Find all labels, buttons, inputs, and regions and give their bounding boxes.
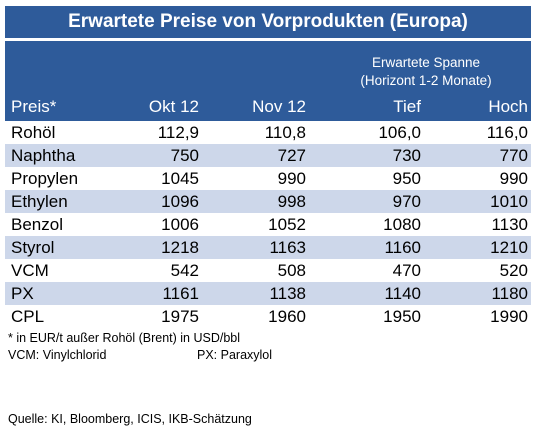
cell-tief: 470 bbox=[392, 261, 421, 280]
cell-okt: 1218 bbox=[161, 238, 199, 257]
cell-okt: 112,9 bbox=[157, 123, 199, 142]
cell-nov: 998 bbox=[277, 192, 306, 211]
row-label: CPL bbox=[11, 307, 45, 326]
table-row: VCM 542 508 470 520 bbox=[5, 259, 531, 282]
cell-hoch: 116,0 bbox=[486, 123, 528, 142]
table-row: Benzol 1006 1052 1080 1130 bbox=[5, 213, 531, 236]
table-row: Ethylen 1096 998 970 1010 bbox=[5, 190, 531, 213]
range-header-line2: (Horizont 1-2 Monate) bbox=[360, 73, 492, 88]
cell-okt: 542 bbox=[170, 261, 199, 280]
row-label: Benzol bbox=[11, 215, 63, 234]
cell-nov: 508 bbox=[277, 261, 306, 280]
column-header-hoch: Hoch bbox=[488, 97, 528, 116]
table-body: Rohöl 112,9 110,8 106,0 116,0 Naphtha 75… bbox=[5, 121, 531, 328]
cell-hoch: 520 bbox=[499, 261, 528, 280]
table-row: PX 1161 1138 1140 1180 bbox=[5, 282, 531, 305]
abbreviation-footnote: VCM: Vinylchlorid PX: Paraxylol bbox=[8, 348, 272, 362]
cell-nov: 1960 bbox=[268, 307, 306, 326]
cell-nov: 110,8 bbox=[264, 123, 306, 142]
cell-tief: 106,0 bbox=[378, 123, 421, 142]
table-title: Erwartete Preise von Vorprodukten (Europ… bbox=[5, 6, 531, 38]
cell-hoch: 1010 bbox=[490, 192, 528, 211]
abbreviation-px: PX: Paraxylol bbox=[197, 348, 273, 362]
cell-hoch: 1130 bbox=[491, 215, 528, 234]
row-label: VCM bbox=[11, 261, 49, 280]
range-header-line1: Erwartete Spanne bbox=[371, 55, 481, 70]
table-row: Propylen 1045 990 950 990 bbox=[5, 167, 531, 190]
cell-nov: 727 bbox=[277, 146, 306, 165]
cell-tief: 950 bbox=[392, 169, 421, 188]
row-label: Propylen bbox=[11, 169, 79, 188]
cell-tief: 1160 bbox=[384, 238, 421, 257]
table-row: Naphtha 750 727 730 770 bbox=[5, 144, 531, 167]
cell-tief: 1950 bbox=[383, 307, 421, 326]
cell-tief: 1140 bbox=[384, 284, 421, 303]
cell-hoch: 1210 bbox=[490, 238, 528, 257]
table-header: Erwartete Spanne (Horizont 1-2 Monate) P… bbox=[5, 41, 531, 121]
cell-tief: 1080 bbox=[383, 215, 421, 234]
cell-okt: 1045 bbox=[161, 169, 199, 188]
unit-footnote: * in EUR/t außer Rohöl (Brent) in USD/bb… bbox=[8, 331, 241, 345]
table-row: Styrol 1218 1163 1160 1210 bbox=[5, 236, 531, 259]
column-header-nov: Nov 12 bbox=[252, 97, 306, 116]
row-label: PX bbox=[11, 284, 34, 303]
column-header-preis: Preis* bbox=[11, 97, 57, 116]
cell-hoch: 1990 bbox=[490, 307, 528, 326]
cell-nov: 1163 bbox=[269, 238, 306, 257]
column-header-okt: Okt 12 bbox=[148, 97, 199, 116]
cell-hoch: 770 bbox=[499, 146, 528, 165]
cell-hoch: 1180 bbox=[491, 284, 528, 303]
source-note: Quelle: KI, Bloomberg, ICIS, IKB-Schätzu… bbox=[8, 412, 252, 426]
cell-okt: 1006 bbox=[161, 215, 199, 234]
cell-okt: 750 bbox=[170, 146, 199, 165]
cell-nov: 990 bbox=[277, 169, 306, 188]
row-label: Naphtha bbox=[11, 146, 76, 165]
row-label: Ethylen bbox=[11, 192, 68, 211]
cell-nov: 1052 bbox=[268, 215, 306, 234]
cell-okt: 1161 bbox=[162, 284, 199, 303]
cell-hoch: 990 bbox=[499, 169, 528, 188]
cell-tief: 970 bbox=[392, 192, 421, 211]
cell-nov: 1138 bbox=[269, 284, 306, 303]
column-header-tief: Tief bbox=[393, 97, 421, 116]
table-row: Rohöl 112,9 110,8 106,0 116,0 bbox=[5, 121, 531, 144]
row-label: Styrol bbox=[11, 238, 55, 257]
cell-okt: 1975 bbox=[161, 307, 199, 326]
cell-okt: 1096 bbox=[161, 192, 199, 211]
abbreviation-vcm: VCM: Vinylchlorid bbox=[8, 348, 107, 362]
cell-tief: 730 bbox=[392, 146, 421, 165]
row-label: Rohöl bbox=[11, 123, 56, 142]
table-row: CPL 1975 1960 1950 1990 bbox=[5, 305, 531, 328]
